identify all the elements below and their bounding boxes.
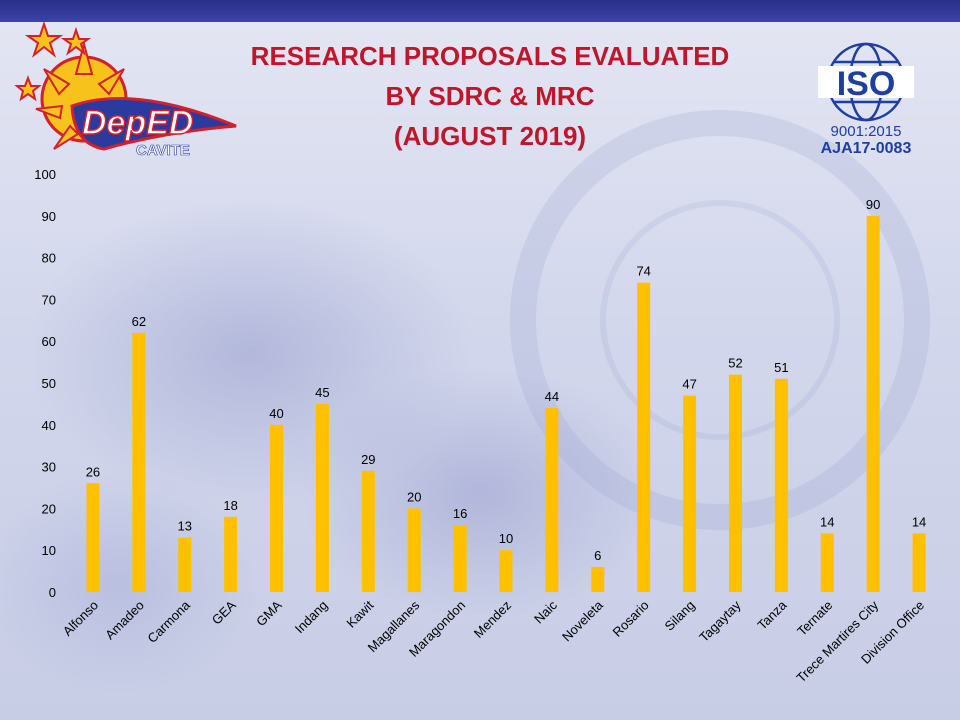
bar-magallanes: [407, 508, 421, 592]
chart-title-line-3: (AUGUST 2019): [393, 121, 587, 151]
x-tick-label: Carmona: [144, 597, 193, 646]
iso-cert-number: AJA17-0083: [821, 140, 912, 157]
data-label: 51: [774, 360, 788, 375]
bar-maragondon: [453, 525, 467, 592]
top-banner: [0, 0, 960, 22]
bar-amadeo: [132, 332, 146, 592]
iso-logo-text: ISO: [837, 65, 896, 103]
data-label: 90: [866, 197, 880, 212]
bar-tanza: [774, 378, 788, 592]
x-tick-label: Indang: [292, 598, 331, 637]
x-tick-label: GMA: [253, 597, 285, 629]
iso-standard-text: 9001:2015: [831, 123, 902, 140]
data-label: 45: [315, 385, 329, 400]
data-label: 10: [499, 531, 513, 546]
data-label: 29: [361, 452, 375, 467]
data-label: 47: [682, 377, 696, 392]
bar-alfonso: [86, 483, 100, 592]
y-tick-label: 50: [42, 376, 56, 391]
data-label: 40: [269, 406, 283, 421]
y-tick-label: 10: [42, 543, 56, 558]
chart-title: RESEARCH PROPOSALS EVALUATED BY SDRC & M…: [240, 36, 740, 156]
bar-ternate: [820, 533, 834, 592]
x-tick-label: Trece Martires City: [793, 597, 881, 685]
x-tick-label: Kawit: [343, 597, 376, 630]
iso-certification-logo: ISO 9001:2015 AJA17-0083: [818, 42, 914, 157]
bar-gma: [270, 424, 284, 592]
y-tick-label: 40: [42, 418, 56, 433]
x-tick-label: Noveleta: [559, 597, 606, 644]
chart-title-line-1: RESEARCH PROPOSALS EVALUATED: [250, 41, 730, 71]
deped-cavite-logo: DepED CAVITE: [14, 20, 237, 159]
deped-logo-subtext: CAVITE: [136, 142, 190, 159]
bar-kawit: [361, 470, 375, 592]
y-tick-label: 80: [42, 251, 56, 266]
data-label: 6: [594, 548, 601, 563]
bar-naic: [545, 408, 559, 592]
y-tick-label: 30: [42, 460, 56, 475]
bar-division-office: [912, 533, 926, 592]
bars: 26 62 13 18 40 45 29 20 16 10 44 6 74 47 52 51 14 90 14: [86, 197, 926, 593]
data-label: 16: [453, 506, 467, 521]
bar-rosario: [637, 282, 651, 592]
bar-tagaytay: [728, 374, 742, 592]
data-label: 74: [636, 264, 650, 279]
bar-trece-martires-city: [866, 215, 880, 593]
data-label: 62: [132, 314, 146, 329]
y-tick-label: 100: [34, 167, 56, 182]
data-label: 14: [912, 514, 926, 529]
data-label: 26: [86, 464, 100, 479]
x-tick-label: Silang: [662, 598, 698, 634]
star-icon: [14, 20, 92, 102]
bar-carmona: [178, 537, 192, 592]
x-tick-label: Mendez: [471, 598, 514, 641]
y-tick-label: 20: [42, 501, 56, 516]
bar-silang: [683, 395, 697, 592]
y-tick-label: 70: [42, 292, 56, 307]
y-tick-label: 60: [42, 334, 56, 349]
y-tick-label: 90: [42, 209, 56, 224]
x-tick-label: Amadeo: [102, 598, 147, 643]
bar-indang: [315, 403, 329, 592]
bar-mendez: [499, 550, 513, 592]
y-tick-label: 0: [49, 585, 56, 600]
data-label: 20: [407, 489, 421, 504]
x-tick-label: Rosario: [610, 598, 652, 640]
x-tick-label: Naic: [531, 597, 560, 626]
x-tick-label: Ternate: [794, 598, 835, 639]
deped-logo-text: DepED: [82, 104, 193, 142]
bar-noveleta: [591, 566, 605, 592]
deped-seal-inner-ring: [600, 200, 840, 440]
x-tick-label: Alfonso: [60, 598, 101, 639]
chart-title-line-2: BY SDRC & MRC: [385, 81, 595, 111]
data-label: 52: [728, 356, 742, 371]
y-axis: 0 10 20 30 40 50 60 70 80 90 100: [34, 167, 56, 600]
data-label: 44: [545, 389, 559, 404]
data-label: 14: [820, 514, 834, 529]
x-tick-label: GEA: [209, 597, 239, 627]
data-label: 13: [178, 519, 192, 534]
bar-gea: [224, 516, 238, 592]
x-tick-label: Tanza: [754, 597, 790, 633]
x-tick-label: Tagaytay: [696, 597, 744, 645]
data-label: 18: [223, 498, 237, 513]
